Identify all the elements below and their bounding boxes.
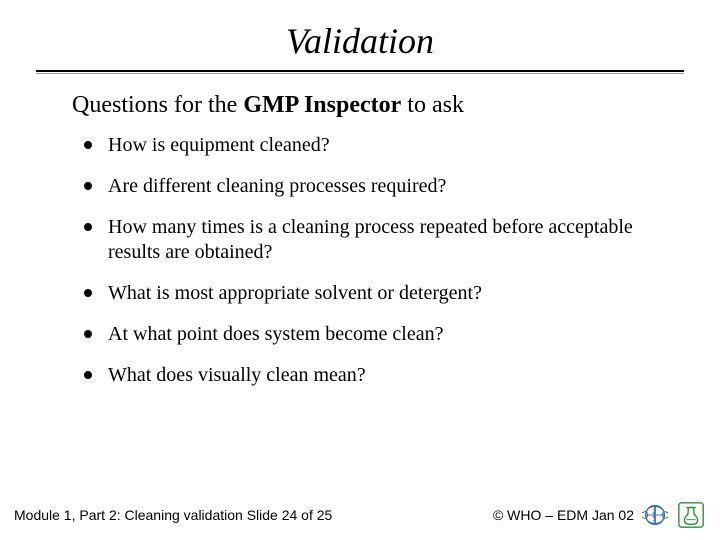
list-item: At what point does system become clean? <box>80 322 648 347</box>
subheading-suffix: to ask <box>401 92 464 118</box>
footer-right: © WHO – EDM Jan 02 <box>493 500 706 530</box>
slide-footer: Module 1, Part 2: Cleaning validation Sl… <box>0 500 720 530</box>
list-item: How is equipment cleaned? <box>80 133 648 158</box>
list-item: Are different cleaning processes require… <box>80 174 648 199</box>
list-item: What does visually clean mean? <box>80 363 648 388</box>
list-item: What is most appropriate solvent or dete… <box>80 281 648 306</box>
pharma-logo-icon <box>676 500 706 530</box>
slide: Validation Questions for the GMP Inspect… <box>0 0 720 540</box>
who-logo-icon <box>640 500 670 530</box>
list-item: How many times is a cleaning process rep… <box>80 215 648 265</box>
title-divider <box>36 70 684 74</box>
footer-left: Module 1, Part 2: Cleaning validation Sl… <box>14 507 332 523</box>
slide-title: Validation <box>0 20 720 62</box>
subheading-bold: GMP Inspector <box>243 92 401 118</box>
slide-content: Questions for the GMP Inspector to ask H… <box>0 92 720 388</box>
subheading: Questions for the GMP Inspector to ask <box>72 92 648 119</box>
footer-copyright: © WHO – EDM Jan 02 <box>493 507 634 523</box>
subheading-prefix: Questions for the <box>72 92 243 118</box>
bullet-list: How is equipment cleaned? Are different … <box>72 133 648 388</box>
